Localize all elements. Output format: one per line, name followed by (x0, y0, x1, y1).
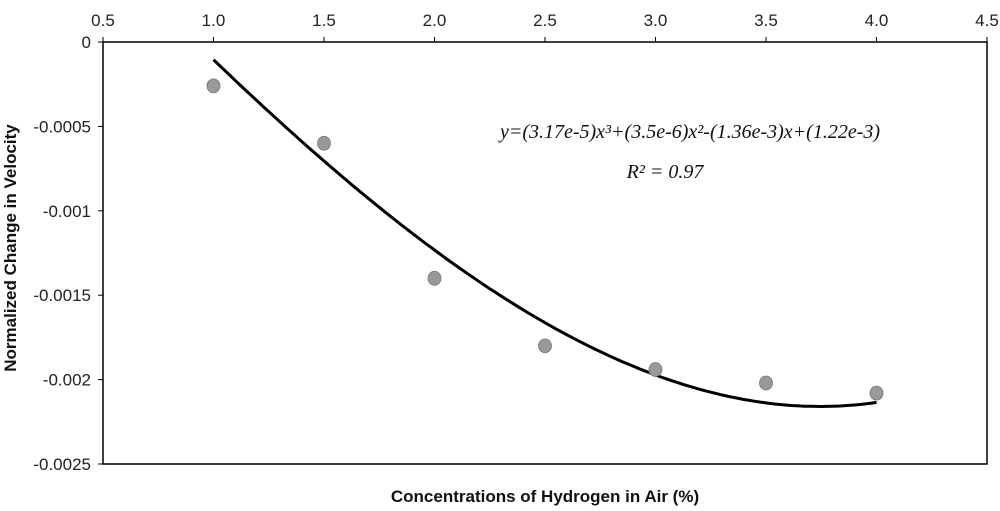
x-tick-label: 2.5 (533, 11, 557, 30)
data-point (427, 270, 442, 286)
y-tick-label: -0.0015 (33, 286, 91, 305)
fit-curve (212, 58, 877, 409)
y-tick-label: -0.0005 (33, 117, 91, 136)
data-point (759, 375, 773, 391)
y-tick-label: -0.002 (43, 371, 91, 390)
plot-area (102, 41, 988, 465)
x-tick-label: 3.0 (644, 11, 668, 30)
data-point (206, 78, 221, 94)
r-squared-annotation: R² = 0.97 (626, 161, 705, 183)
y-axis-ticks: 0 -0.0005 -0.001 -0.0015 -0.002 -0.0025 (33, 33, 103, 474)
x-axis-label: Concentrations of Hydrogen in Air (%) (391, 487, 699, 506)
x-tick-label: 1.5 (312, 11, 336, 30)
x-tick-label: 4.0 (865, 11, 889, 30)
x-tick-label: 0.5 (91, 11, 115, 30)
x-axis-ticks: 0.5 1.0 1.5 2.0 2.5 3.0 3.5 4.0 4.5 (91, 11, 999, 42)
data-point (538, 338, 552, 354)
y-tick-label: -0.0025 (33, 455, 91, 474)
data-points (206, 78, 884, 401)
data-point (648, 362, 663, 377)
x-tick-label: 2.0 (423, 11, 447, 30)
x-tick-label: 4.5 (975, 11, 999, 30)
y-tick-label: -0.001 (43, 202, 91, 221)
data-point (317, 135, 331, 151)
x-tick-label: 3.5 (754, 11, 778, 30)
data-point (869, 385, 884, 401)
x-tick-label: 1.0 (202, 11, 226, 30)
y-tick-label: 0 (82, 33, 91, 52)
equation-annotation: y=(3.17e-5)x³+(3.5e-6)x²-(1.36e-3)x+(1.2… (498, 121, 880, 143)
y-axis-label: Normalized Change in Velocity (1, 124, 20, 372)
